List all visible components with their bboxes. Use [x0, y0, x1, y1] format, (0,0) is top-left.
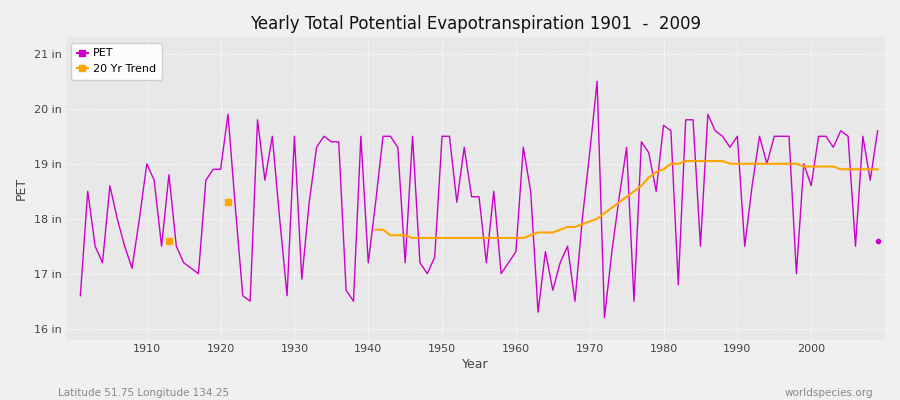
Text: Latitude 51.75 Longitude 134.25: Latitude 51.75 Longitude 134.25 — [58, 388, 230, 398]
Y-axis label: PET: PET — [15, 177, 28, 200]
Legend: PET, 20 Yr Trend: PET, 20 Yr Trend — [71, 43, 162, 80]
Text: worldspecies.org: worldspecies.org — [785, 388, 873, 398]
X-axis label: Year: Year — [462, 358, 489, 371]
Title: Yearly Total Potential Evapotranspiration 1901  -  2009: Yearly Total Potential Evapotranspiratio… — [250, 15, 701, 33]
